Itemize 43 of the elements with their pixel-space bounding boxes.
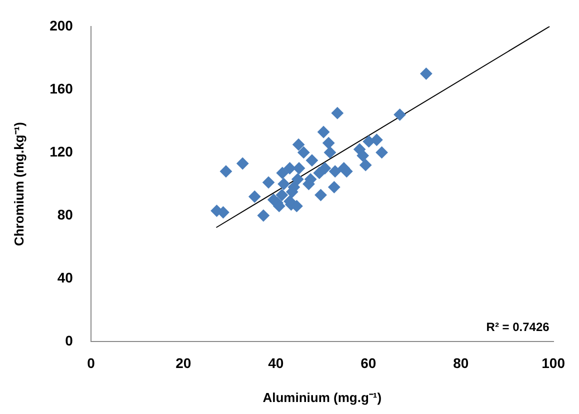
- y-tick-label: 200: [50, 17, 74, 34]
- point: [298, 146, 310, 158]
- y-tick-label: 0: [65, 332, 74, 348]
- y-tick-label: 160: [50, 80, 74, 96]
- point: [329, 165, 342, 178]
- y-tick-label: 40: [57, 269, 74, 286]
- point: [318, 126, 330, 138]
- point: [262, 176, 275, 188]
- point: [236, 158, 249, 170]
- x-tick-label: 100: [542, 354, 566, 371]
- point: [324, 146, 336, 158]
- point: [306, 154, 318, 166]
- point: [276, 189, 288, 202]
- point: [328, 181, 340, 194]
- point: [314, 189, 327, 202]
- point: [322, 137, 335, 150]
- x-tick-label: 0: [87, 354, 96, 371]
- point: [360, 159, 372, 172]
- point: [293, 162, 306, 174]
- point: [292, 138, 305, 151]
- x-axis-title: Aluminium (mg.g⁻¹): [262, 390, 382, 405]
- point: [420, 68, 432, 80]
- y-tick-label: 80: [57, 206, 74, 222]
- point: [292, 173, 304, 186]
- point: [370, 134, 383, 146]
- point: [248, 190, 261, 203]
- point: [220, 165, 232, 178]
- y-tick-label: 120: [50, 143, 74, 160]
- x-tick-label: 60: [360, 354, 376, 371]
- point: [278, 178, 290, 190]
- x-tick-label: 80: [453, 354, 469, 371]
- point: [318, 162, 331, 174]
- x-tick-label: 20: [176, 354, 192, 371]
- point: [376, 146, 388, 158]
- point: [257, 210, 270, 222]
- x-tick-label: 40: [268, 354, 284, 371]
- point: [356, 150, 369, 162]
- annotation: R² = 0.7426: [486, 320, 550, 334]
- point: [394, 108, 406, 121]
- y-axis-title: Chromium (mg.kg⁻¹): [11, 122, 26, 246]
- point: [276, 166, 288, 179]
- point: [331, 107, 344, 120]
- point: [284, 162, 296, 174]
